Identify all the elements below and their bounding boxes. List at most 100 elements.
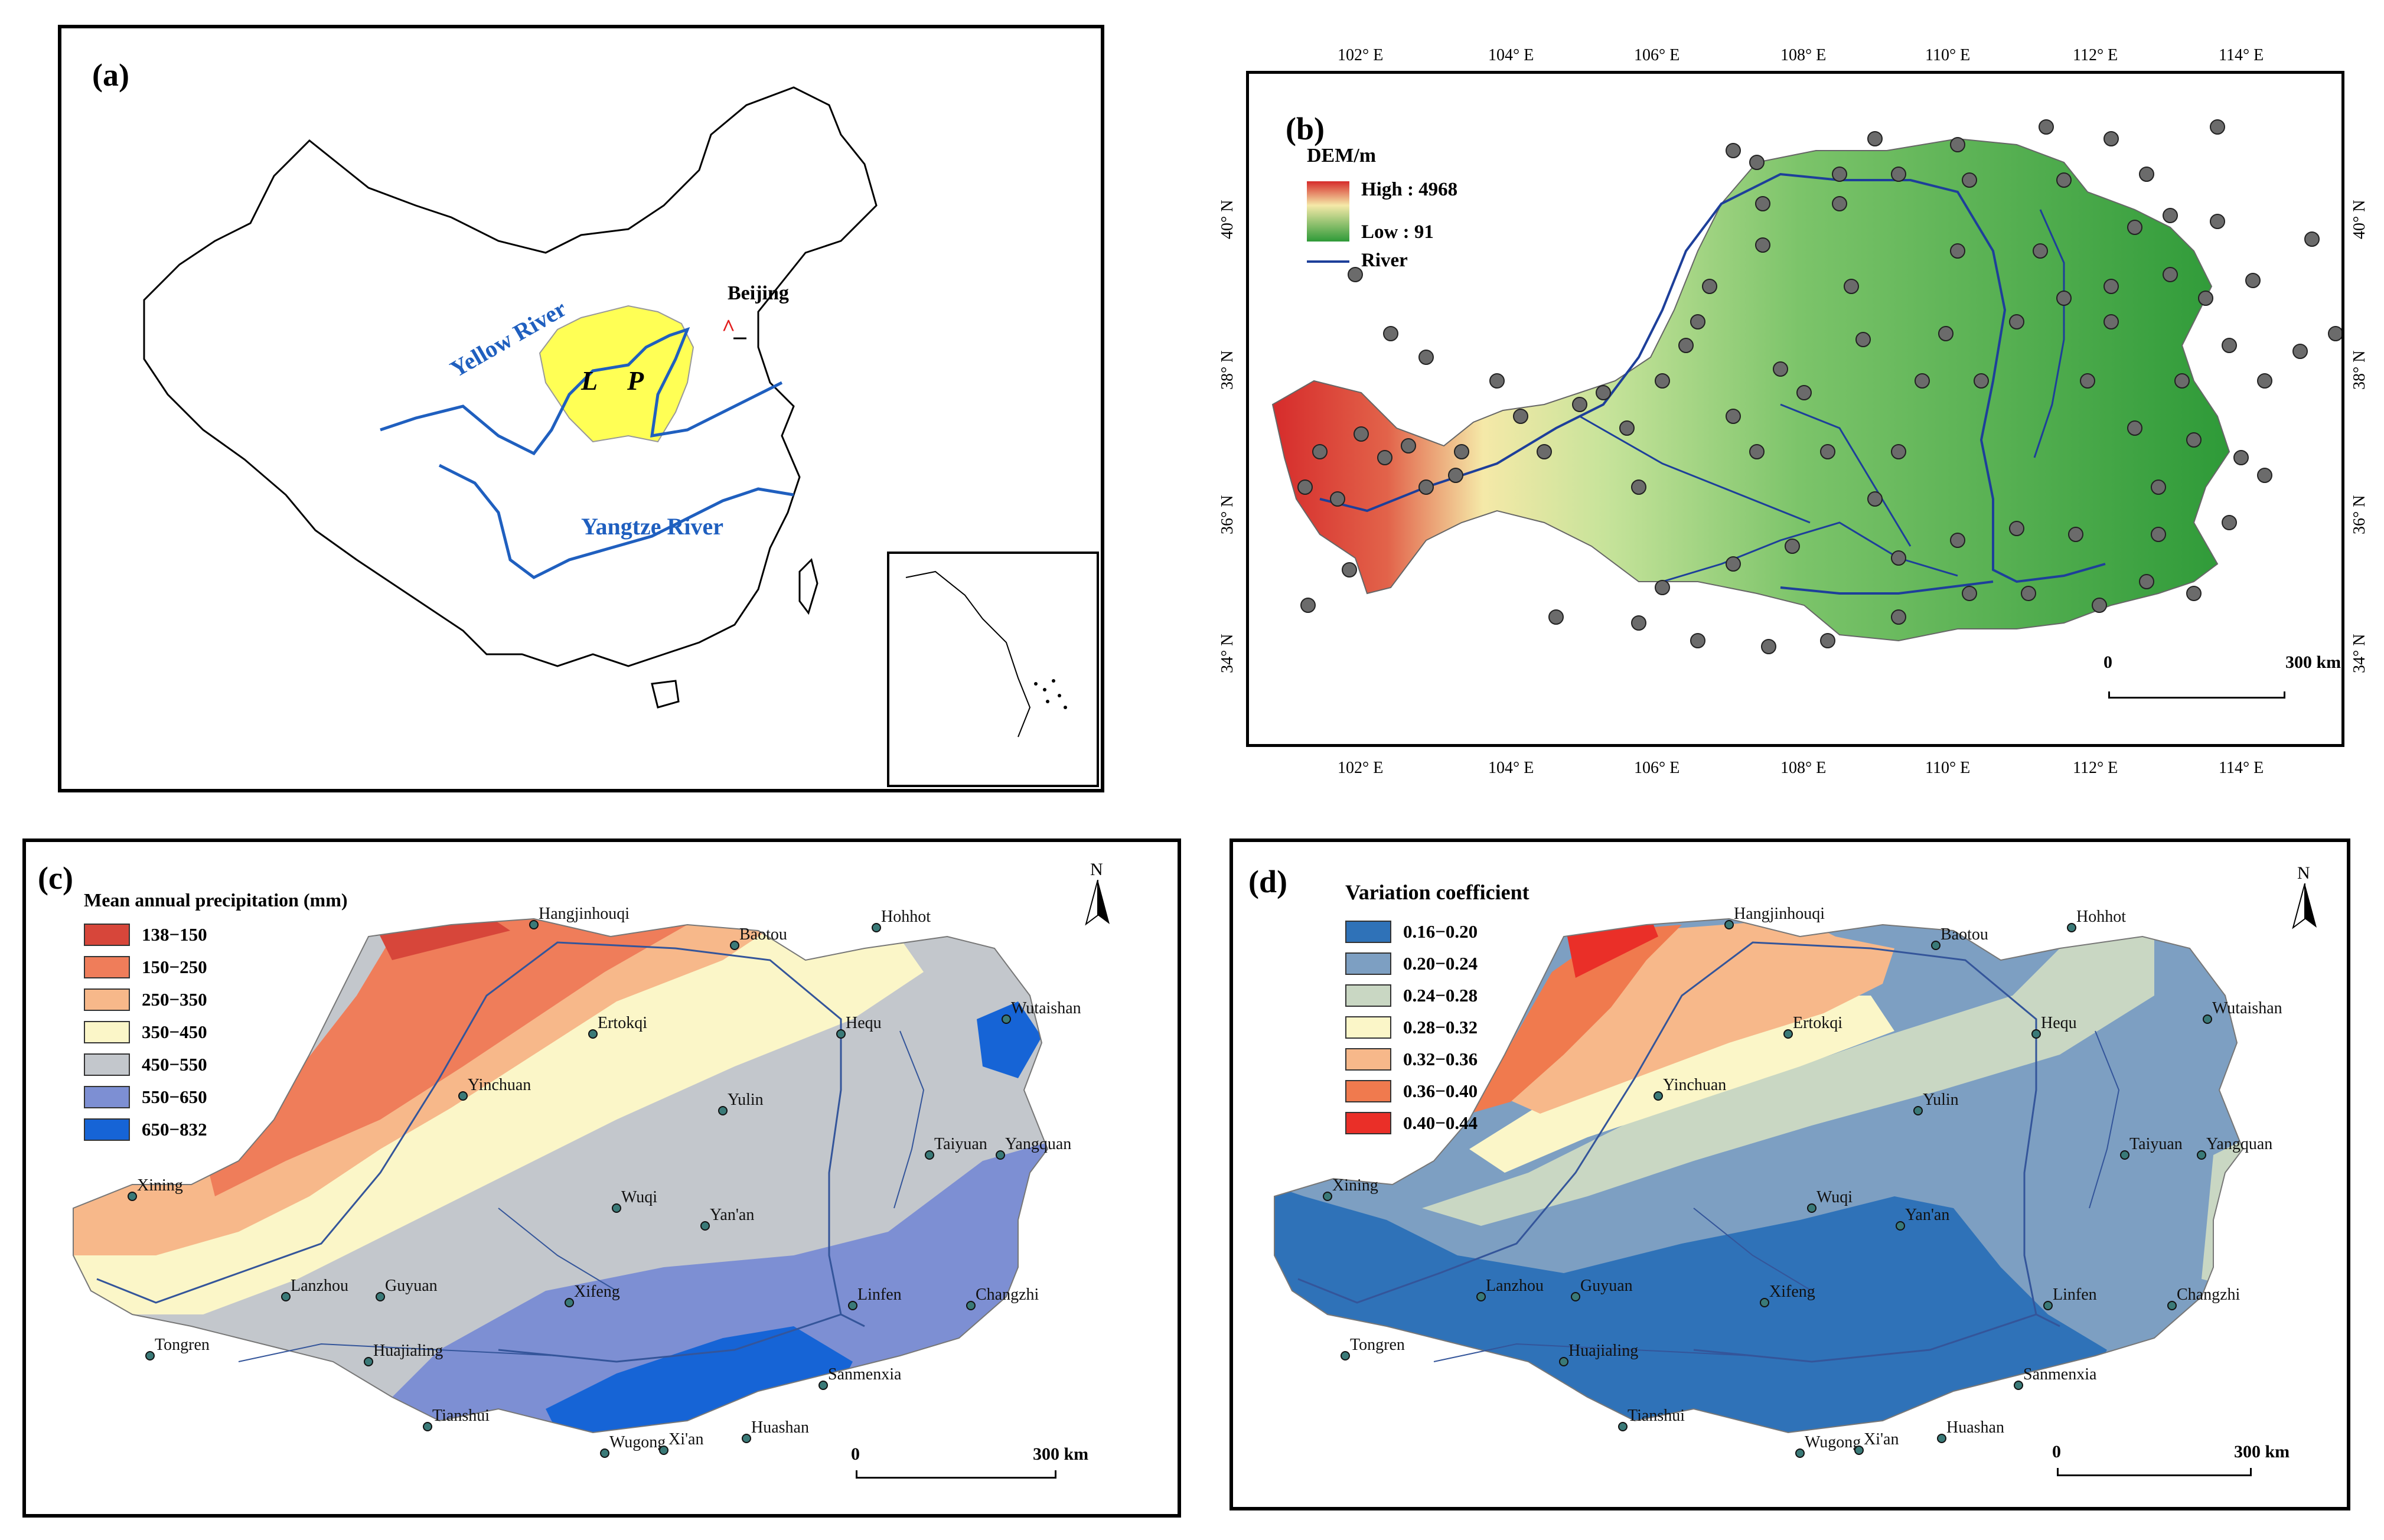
station-marker (2103, 314, 2119, 329)
station-marker (2127, 220, 2142, 235)
city-markers-d: Hangjinhouqi Baotou Hohhot Hequ Wutaishan Ert… (1323, 905, 2282, 1458)
scale-c-dist: 300 km (1033, 1444, 1089, 1464)
station-marker (2127, 420, 2142, 436)
north-arrow-c: N (1080, 860, 1116, 926)
station-marker (1749, 444, 1765, 459)
yangtze-river-line (438, 464, 794, 579)
variation-map: Hangjinhouqi Baotou Hohhot Hequ Wutaishan Ert… (1274, 905, 2282, 1458)
lat-label: 40° N (1218, 200, 1237, 239)
scale-d-line (2057, 1468, 2252, 1476)
station-marker (2009, 521, 2024, 536)
precip-class-650-832-wutai (977, 1001, 1042, 1078)
station-marker (2210, 119, 2225, 135)
station-marker (1690, 633, 1705, 648)
city-label: Hohhot (881, 908, 931, 926)
legend-item: 0.28−0.32 (1345, 1014, 1478, 1040)
scale-b-zero: 0 (2103, 652, 2112, 672)
station-marker (1300, 598, 1316, 613)
station-marker (1749, 155, 1765, 170)
city-label: Guyuan (1580, 1277, 1633, 1295)
legend-item: 0.40−0.44 (1345, 1110, 1478, 1136)
station-marker (2257, 468, 2272, 483)
station-marker (1832, 196, 1847, 211)
station-marker (1297, 479, 1313, 495)
city-label: Guyuan (385, 1277, 438, 1295)
city-dot (2203, 1014, 2212, 1024)
panel-a-label: (a) (92, 57, 129, 93)
panel-c-label: (c) (38, 860, 73, 896)
station-marker (2103, 279, 2119, 294)
city-label: Yan'an (710, 1206, 754, 1224)
station-marker (1596, 385, 1611, 400)
precipitation-map: Hangjinhouqi Baotou Hohhot Hequ Wutaishan Ert… (73, 905, 1081, 1458)
tributary-jing (1579, 415, 1811, 524)
station-marker (2222, 515, 2237, 530)
station-marker (1454, 444, 1469, 459)
city-dot (1571, 1292, 1580, 1301)
lp-p-label: P (627, 366, 644, 396)
city-label: Huashan (751, 1418, 809, 1437)
city-dot (145, 1351, 155, 1360)
legend-swatch (84, 1118, 130, 1141)
station-marker (1572, 397, 1587, 412)
lon-label: 114° E (2219, 759, 2264, 777)
city-dot (600, 1448, 609, 1458)
station-marker (1489, 373, 1505, 389)
legend-label: 150−250 (142, 957, 207, 977)
station-marker (1785, 539, 1800, 554)
station-marker (1330, 491, 1345, 507)
station-marker (2021, 586, 2036, 601)
city-dot (1931, 941, 1941, 950)
river-legend-label: River (1361, 250, 1408, 271)
tributary-wei (1662, 521, 1958, 583)
station-marker (1962, 586, 1977, 601)
cv-legend-title: Variation coefficient (1345, 880, 1529, 904)
city-dot (2067, 923, 2076, 932)
city-label: Baotou (739, 925, 787, 944)
station-marker (1312, 444, 1328, 459)
city-dot (1002, 1014, 1011, 1024)
city-dot (1795, 1448, 1805, 1458)
station-marker (1796, 385, 1812, 400)
station-marker (2080, 373, 2095, 389)
lat-label: 36° N (2350, 495, 2369, 534)
legend-swatch (84, 1086, 130, 1108)
city-label: Yinchuan (468, 1076, 531, 1094)
panel-b-label: (b) (1286, 111, 1325, 146)
city-dot (2043, 1301, 2053, 1310)
city-dot (565, 1298, 574, 1307)
scale-b-dist: 300 km (2285, 652, 2341, 672)
station-marker (1867, 131, 1883, 146)
city-dot (818, 1381, 828, 1390)
scale-c-zero: 0 (851, 1444, 860, 1464)
city-label: Yan'an (1905, 1206, 1949, 1224)
station-marker (2186, 586, 2202, 601)
china-map: ^ (143, 86, 1099, 787)
city-label: Xi'an (668, 1430, 703, 1448)
city-label: Wutaishan (1011, 999, 1081, 1017)
city-dot (718, 1106, 728, 1115)
scale-b-line (2108, 691, 2285, 699)
station-marker (1418, 350, 1434, 365)
city-dot (281, 1292, 291, 1301)
city-dot (872, 923, 881, 932)
station-marker (1631, 615, 1646, 631)
legend-label: 650−832 (142, 1119, 207, 1140)
station-marker (1867, 491, 1883, 507)
station-marker (2068, 527, 2083, 542)
lat-label: 36° N (1218, 495, 1237, 534)
city-label: Changzhi (2177, 1285, 2240, 1304)
city-dot (364, 1357, 373, 1366)
city-dot (742, 1434, 751, 1443)
station-marker (2151, 527, 2166, 542)
station-marker (1342, 562, 1357, 578)
city-dot (1559, 1357, 1568, 1366)
city-label: Wutaishan (2212, 999, 2282, 1017)
station-marker (1891, 167, 1906, 182)
city-label: Yulin (728, 1091, 764, 1109)
city-dot (588, 1029, 598, 1039)
station-marker (1773, 361, 1788, 377)
station-marker (2009, 314, 2024, 329)
scale-bar-c: 0 300 km (851, 1444, 1088, 1497)
city-dot (1323, 1192, 1332, 1201)
